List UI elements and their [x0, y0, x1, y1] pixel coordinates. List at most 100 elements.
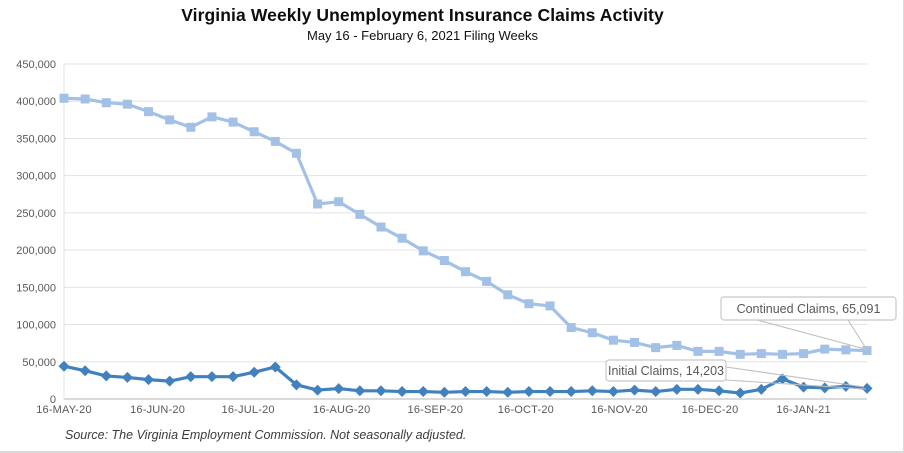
y-tick-label: 450,000 — [16, 59, 56, 71]
continued-claims-marker — [80, 94, 90, 104]
initial-claims-marker — [312, 384, 324, 396]
continued-claims-marker — [418, 246, 428, 256]
initial-claims-marker — [206, 371, 218, 383]
y-tick-label: 250,000 — [16, 208, 56, 220]
callout-leader-line — [725, 366, 865, 388]
chart-subtitle: May 16 - February 6, 2021 Filing Weeks — [307, 28, 538, 43]
initial-claims-marker — [840, 380, 852, 392]
continued-claims-marker — [841, 345, 851, 355]
initial-claims-marker — [544, 386, 556, 398]
initial-claims-marker — [734, 387, 746, 399]
initial-claims-marker — [143, 374, 155, 386]
initial-claims-marker — [861, 382, 873, 394]
continued-claims-marker — [144, 107, 154, 117]
initial-claims-marker — [121, 371, 133, 383]
initial-claims-series — [58, 360, 873, 399]
continued-claims-series — [59, 93, 872, 359]
y-tick-label: 400,000 — [16, 96, 56, 108]
x-tick-label: 16-DEC-20 — [682, 404, 739, 416]
continued-claims-marker — [566, 323, 576, 333]
continued-claims-marker — [693, 346, 703, 356]
initial-claims-marker — [269, 361, 281, 373]
initial-claims-marker — [713, 385, 725, 397]
initial-claims-marker — [650, 386, 662, 398]
callout-text: Continued Claims, 65,091 — [737, 302, 881, 316]
y-tick-label: 150,000 — [16, 282, 56, 294]
initial-claims-marker — [755, 383, 767, 395]
initial-claims-marker — [481, 386, 493, 398]
initial-claims-data-label: Initial Claims, 14,203 — [605, 359, 867, 390]
initial-claims-marker — [185, 371, 197, 383]
continued-claims-marker — [270, 136, 280, 146]
continued-claims-marker — [672, 340, 682, 350]
initial-claims-marker — [692, 383, 704, 395]
initial-claims-marker — [460, 386, 471, 398]
x-tick-label: 16-AUG-20 — [313, 404, 370, 416]
x-tick-label: 16-OCT-20 — [498, 404, 554, 416]
continued-claims-marker — [799, 349, 809, 359]
y-tick-label: 100,000 — [16, 320, 56, 332]
continued-claims-marker — [862, 346, 872, 356]
initial-claims-marker — [100, 370, 112, 382]
y-tick-label: 50,000 — [22, 357, 56, 369]
x-tick-label: 16-MAY-20 — [36, 404, 92, 416]
continued-claims-marker — [334, 197, 344, 207]
initial-claims-marker — [819, 382, 831, 394]
initial-claims-marker — [164, 375, 176, 387]
initial-claims-marker — [79, 365, 91, 377]
callout-box — [605, 359, 727, 382]
continued-claims-marker — [630, 337, 640, 347]
continued-claims-marker — [587, 328, 597, 338]
x-tick-label: 16-SEP-20 — [408, 404, 464, 416]
initial-claims-marker — [396, 386, 408, 398]
continued-claims-marker — [651, 343, 661, 353]
chart-title: Virginia Weekly Unemployment Insurance C… — [181, 5, 664, 25]
continued-claims-marker — [397, 233, 407, 243]
continued-claims-marker — [820, 344, 830, 354]
continued-claims-marker — [777, 349, 787, 359]
continued-claims-marker — [439, 256, 449, 266]
y-tick-label: 300,000 — [16, 171, 56, 183]
y-tick-label: 350,000 — [16, 133, 56, 145]
continued-claims-marker — [482, 276, 492, 286]
initial-claims-marker — [58, 360, 70, 372]
initial-claims-marker — [523, 386, 535, 398]
gridlines-and-y-axis: 0 50,000 100,000 150,000 200,000 250,000 300,0… — [16, 59, 867, 406]
continued-claims-marker — [503, 290, 513, 300]
initial-claims-marker — [776, 373, 788, 385]
continued-claims-marker — [545, 301, 555, 311]
continued-claims-marker — [165, 115, 175, 125]
initial-claims-marker — [502, 386, 514, 398]
initial-claims-marker — [798, 381, 810, 393]
initial-claims-marker — [333, 383, 345, 395]
initial-claims-marker — [354, 385, 366, 397]
x-tick-label: 16-JAN-21 — [776, 404, 830, 416]
continued-claims-marker — [355, 209, 365, 219]
continued-claims-marker — [714, 346, 724, 356]
continued-claims-marker — [291, 148, 301, 158]
x-axis-labels: 16-MAY-20 16-JUN-20 16-JUL-20 16-AUG-20 16-S… — [36, 404, 830, 416]
x-tick-label: 16-NOV-20 — [591, 404, 648, 416]
continued-claims-marker — [228, 117, 238, 127]
continued-claims-data-label: Continued Claims, 65,091 — [720, 296, 897, 351]
initial-claims-marker — [417, 386, 429, 398]
initial-claims-marker — [290, 379, 302, 391]
continued-claims-marker — [186, 122, 196, 132]
callout-text: Initial Claims, 14,203 — [608, 364, 724, 378]
callout-box — [720, 296, 897, 321]
continued-claims-marker — [207, 112, 217, 122]
callout-leader-line — [847, 319, 868, 351]
initial-claims-marker — [671, 383, 683, 395]
continued-claims-marker — [756, 349, 766, 359]
initial-claims-marker — [565, 386, 577, 398]
callout-leader-line — [725, 379, 867, 390]
initial-claims-marker — [438, 386, 450, 398]
continued-claims-marker — [122, 99, 132, 109]
x-tick-label: 16-JUL-20 — [222, 404, 275, 416]
initial-claims-marker — [227, 371, 239, 383]
continued-claims-marker — [735, 349, 745, 359]
initial-claims-marker — [375, 385, 387, 397]
y-tick-label: 200,000 — [16, 245, 56, 257]
